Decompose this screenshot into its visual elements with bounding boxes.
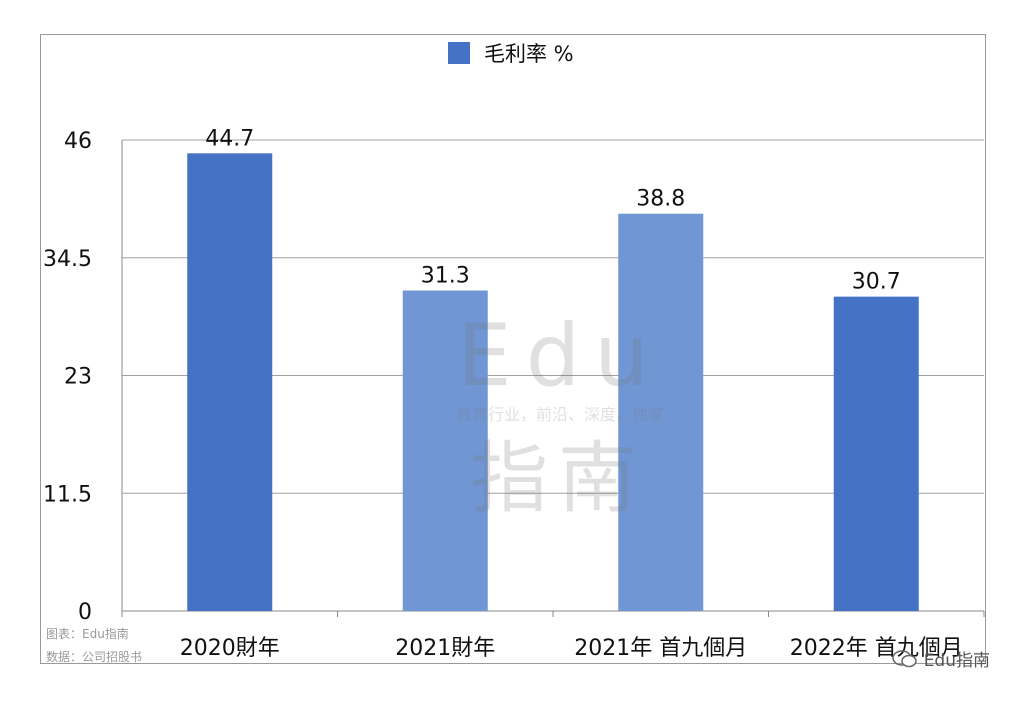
data-label: 31.3 [421,264,470,289]
legend: 毛利率 % [448,42,574,66]
bar [833,296,919,611]
bar-layer [187,153,919,612]
x-tick-label: 2022年 首九個月 [790,636,963,661]
bar [187,153,273,612]
y-tick-label: 46 [64,129,92,154]
bar [618,213,704,611]
legend-swatch [448,42,470,64]
x-tick-label: 2021財年 [395,636,495,661]
watermark-top: Edu [457,306,662,406]
brand-watermark: Edu指南 [891,646,990,671]
y-tick-label: 11.5 [43,482,92,507]
y-tick-label: 34.5 [43,247,92,272]
data-source: 数据：公司招股书 [46,650,143,664]
watermark-mid: 教育行业，前沿、深度、独家 [456,405,664,424]
data-label: 38.8 [636,187,685,212]
y-tick-label: 23 [64,365,92,390]
watermark-bottom: 指南 [470,434,646,524]
y-tick-label: 0 [78,600,92,625]
x-tick-label: 2021年 首九個月 [574,636,747,661]
label-layer: 0 11.5 23 34.5 46 44.7 2020財年 31.3 2021財年 38.8 202… [43,126,963,661]
chart-source: 图表：Edu指南 [46,627,129,641]
chat-bubble-icon [891,649,917,667]
legend-label: 毛利率 % [484,42,574,66]
data-label: 30.7 [852,270,901,295]
data-label: 44.7 [205,126,254,151]
watermark: Edu 教育行业，前沿、深度、独家 指南 [456,306,664,524]
brand-label: Edu指南 [923,651,990,671]
bar [402,290,488,611]
x-tick-label: 2020財年 [180,636,280,661]
